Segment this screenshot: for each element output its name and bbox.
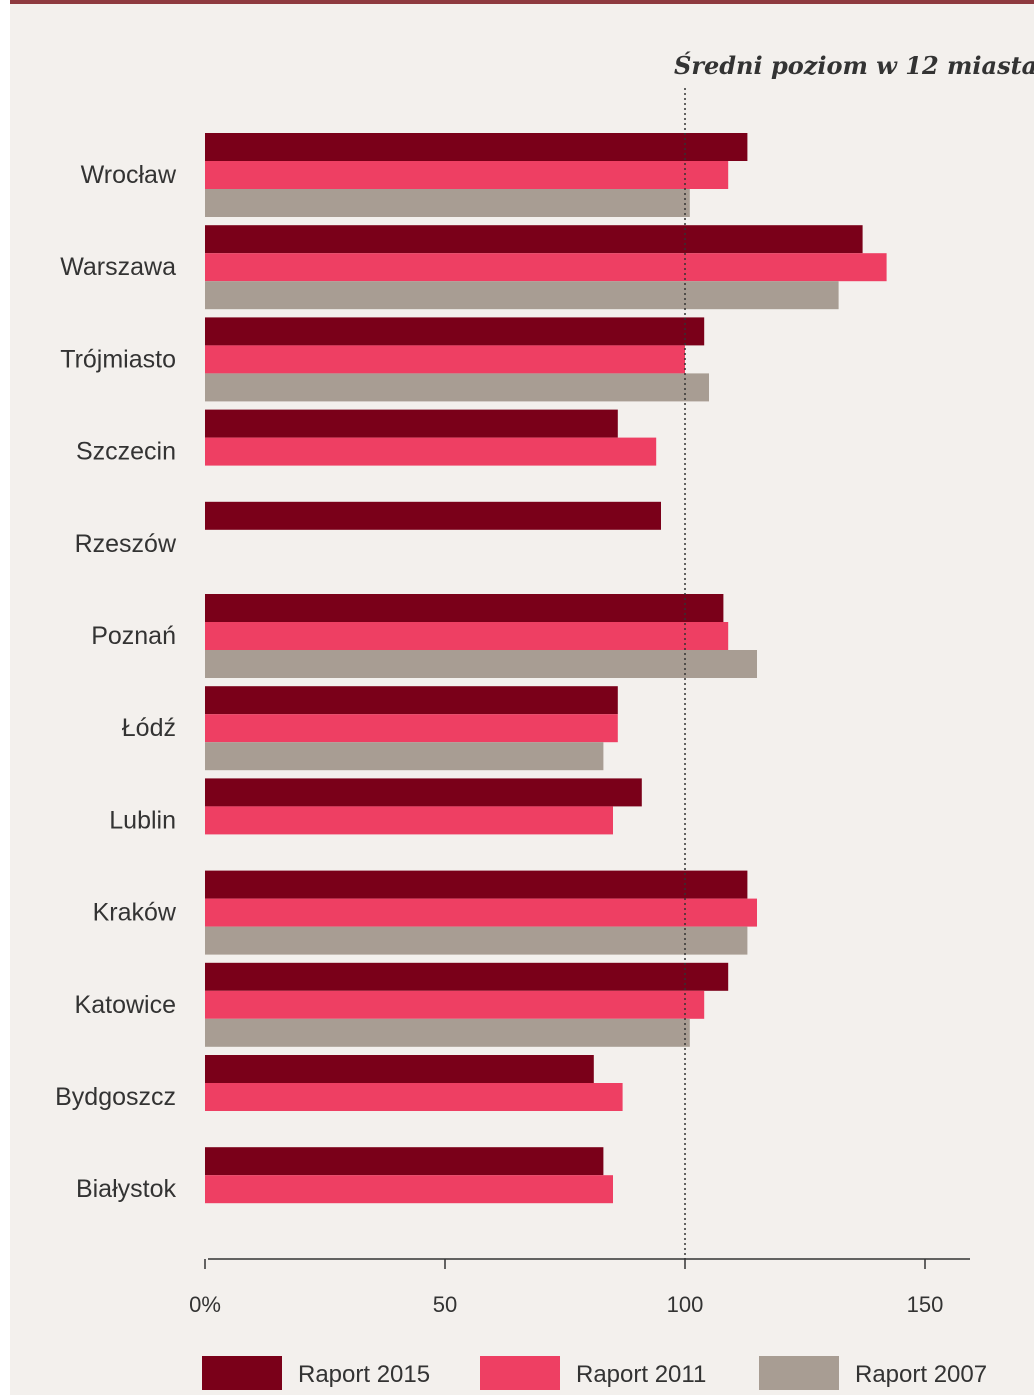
legend-swatch-1 <box>202 1356 282 1390</box>
bar-1-2 <box>205 225 863 254</box>
bar-2-3 <box>205 345 685 374</box>
bar-2-8 <box>205 806 613 835</box>
bar-3-10 <box>205 1018 690 1047</box>
bar-1-6 <box>205 594 724 622</box>
category-label: Wrocław <box>81 161 177 189</box>
bar-1-7 <box>205 686 618 715</box>
bar-2-12 <box>205 1175 613 1204</box>
bar-3-3 <box>205 373 709 402</box>
bar-1-11 <box>205 1055 594 1083</box>
category-label: Łódź <box>122 714 176 742</box>
bar-2-10 <box>205 990 705 1019</box>
bar-1-1 <box>205 133 748 161</box>
bar-3-1 <box>205 189 690 217</box>
category-label: Lublin <box>109 806 176 834</box>
bar-1-3 <box>205 317 705 346</box>
category-label: Szczecin <box>76 438 176 466</box>
legend-swatch-2 <box>480 1356 560 1390</box>
category-label: Trójmiasto <box>60 345 176 373</box>
x-tick-label: 50 <box>433 1292 457 1317</box>
bar-2-1 <box>205 161 729 189</box>
bar-2-4 <box>205 437 657 466</box>
category-label: Warszawa <box>60 253 176 281</box>
bar-1-4 <box>205 409 618 438</box>
bar-1-9 <box>205 870 748 899</box>
bar-2-6 <box>205 622 729 650</box>
bar-2-11 <box>205 1083 623 1111</box>
x-tick-label: 150 <box>907 1292 944 1317</box>
legend-label-3: Raport 2007 <box>855 1361 987 1388</box>
bar-1-5 <box>205 501 661 530</box>
x-tick-label: 100 <box>667 1292 704 1317</box>
bar-3-9 <box>205 926 748 955</box>
category-label: Bydgoszcz <box>55 1083 176 1111</box>
bar-2-7 <box>205 714 618 743</box>
category-label: Katowice <box>75 991 176 1019</box>
legend-label-1: Raport 2015 <box>298 1361 430 1388</box>
bar-3-6 <box>205 650 757 678</box>
category-label: Poznań <box>91 622 176 650</box>
x-tick-label: 0% <box>189 1292 221 1317</box>
top-rule <box>0 0 1034 4</box>
bar-3-2 <box>205 281 839 310</box>
bar-2-2 <box>205 253 887 282</box>
reference-line-label: Średni poziom w 12 miastach <box>674 51 1034 80</box>
legend-label-2: Raport 2011 <box>576 1361 706 1388</box>
legend-swatch-3 <box>759 1356 839 1390</box>
category-label: Rzeszów <box>75 530 177 558</box>
category-label: Kraków <box>93 899 177 927</box>
bar-3-7 <box>205 742 604 771</box>
bar-2-9 <box>205 898 757 927</box>
bar-1-12 <box>205 1147 604 1176</box>
category-label: Białystok <box>76 1175 177 1203</box>
bar-1-8 <box>205 778 642 807</box>
page-edge <box>0 0 10 1395</box>
bar-1-10 <box>205 962 729 991</box>
